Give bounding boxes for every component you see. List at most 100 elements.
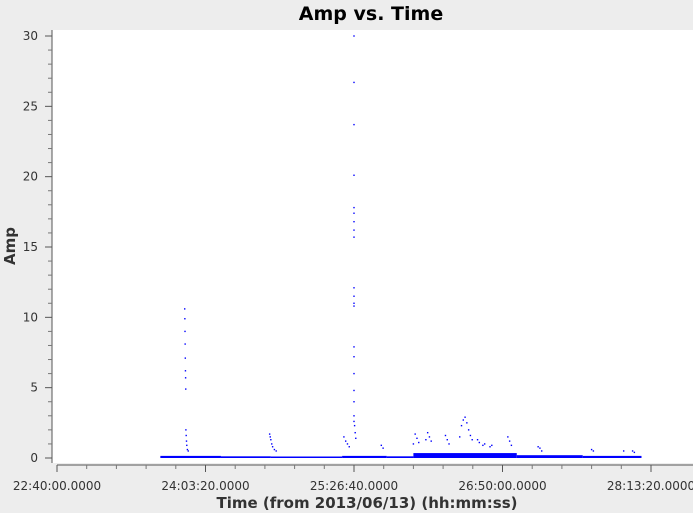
- data-point: [416, 437, 418, 440]
- data-point: [444, 434, 447, 437]
- data-point: [537, 446, 539, 448]
- data-point: [353, 123, 355, 126]
- data-point: [507, 436, 509, 438]
- y-tick-label: 10: [23, 310, 38, 324]
- x-axis-label: Time (from 2013/06/13) (hh:mm:ss): [216, 494, 517, 512]
- data-point: [471, 439, 473, 441]
- data-point: [469, 434, 472, 437]
- data-point: [353, 356, 355, 358]
- data-point: [346, 443, 349, 445]
- data-point: [489, 446, 491, 448]
- data-point: [184, 308, 186, 310]
- data-point: [446, 439, 448, 441]
- x-axis: 22:40:00.0000 24:03:20.0000 25:26:40.0000 2…: [13, 464, 693, 493]
- data-point: [269, 436, 271, 438]
- baseline-points: [413, 453, 517, 458]
- plot-area: [52, 30, 693, 463]
- data-point: [184, 377, 187, 379]
- data-point: [271, 446, 274, 448]
- data-point: [418, 441, 420, 444]
- data-point: [460, 424, 463, 427]
- data-point: [476, 439, 479, 441]
- data-point: [464, 416, 466, 418]
- baseline-points: [516, 455, 583, 458]
- data-point: [273, 448, 276, 451]
- data-point: [541, 450, 543, 452]
- data-point: [353, 81, 355, 84]
- data-point: [508, 440, 511, 442]
- x-tick-label: 24:03:20.0000: [161, 479, 249, 493]
- data-point: [467, 429, 470, 431]
- baseline-points: [160, 455, 221, 458]
- data-point: [353, 229, 355, 231]
- data-point: [539, 447, 541, 449]
- x-tick-label: 28:13:20.0000: [607, 479, 693, 493]
- data-point: [185, 434, 187, 437]
- data-point: [353, 415, 355, 417]
- data-point: [414, 433, 416, 435]
- data-point: [353, 372, 355, 375]
- y-tick-label: 5: [30, 381, 38, 395]
- data-point: [185, 429, 187, 431]
- data-point: [459, 436, 461, 438]
- data-point: [353, 305, 355, 307]
- data-point: [590, 448, 593, 451]
- data-point: [491, 444, 493, 447]
- data-point: [412, 443, 415, 445]
- data-point: [184, 357, 187, 359]
- data-point: [353, 212, 355, 214]
- y-tick-label: 15: [23, 240, 38, 254]
- y-tick-label: 25: [23, 99, 38, 113]
- data-point: [462, 419, 464, 421]
- chart-title: Amp vs. Time: [299, 3, 443, 25]
- data-point: [185, 388, 187, 390]
- data-point: [353, 295, 355, 297]
- data-point: [353, 420, 355, 423]
- data-point: [354, 431, 356, 434]
- data-point: [353, 346, 355, 348]
- data-point: [425, 439, 427, 441]
- data-point: [353, 389, 355, 392]
- data-point: [382, 447, 384, 449]
- data-point: [353, 302, 355, 304]
- data-point: [268, 433, 271, 435]
- data-point: [466, 422, 468, 424]
- data-point: [428, 436, 431, 438]
- data-point: [483, 443, 486, 445]
- y-axis: 0 5 10 15 20 25 30: [23, 29, 53, 465]
- data-point: [426, 431, 429, 434]
- baseline-points: [386, 456, 414, 458]
- data-point: [353, 35, 355, 37]
- y-axis-label: Amp: [1, 227, 19, 265]
- baseline-points: [270, 456, 343, 458]
- data-point: [184, 318, 186, 320]
- baseline-points: [342, 455, 387, 458]
- data-point: [633, 451, 636, 454]
- data-point: [353, 401, 355, 403]
- x-tick-label: 26:50:00.0000: [458, 479, 546, 493]
- x-tick-label: 22:40:00.0000: [13, 479, 101, 493]
- data-point: [448, 443, 450, 445]
- data-point: [592, 450, 595, 452]
- baseline-points: [220, 456, 271, 458]
- data-point: [186, 448, 189, 451]
- data-point: [510, 444, 513, 447]
- data-point: [355, 437, 357, 440]
- data-point: [353, 206, 355, 209]
- data-point: [270, 439, 272, 441]
- y-tick-label: 0: [30, 451, 38, 465]
- data-point: [275, 450, 277, 452]
- data-point: [348, 446, 350, 448]
- data-point: [187, 450, 189, 452]
- data-points: [160, 35, 642, 458]
- x-tick-label: 25:26:40.0000: [310, 479, 398, 493]
- data-point: [184, 370, 187, 372]
- data-point: [186, 444, 188, 447]
- data-point: [343, 436, 345, 438]
- data-point: [184, 343, 186, 345]
- data-point: [380, 444, 383, 447]
- y-tick-label: 30: [23, 29, 38, 43]
- data-point: [353, 220, 355, 223]
- data-point: [478, 441, 481, 444]
